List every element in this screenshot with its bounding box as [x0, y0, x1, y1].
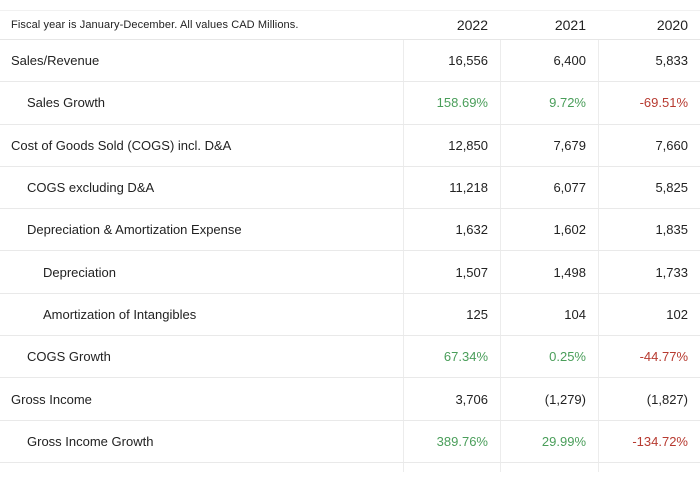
cell-2021: 1,498	[500, 251, 598, 293]
table-row[interactable]: Gross Income Growth 389.76% 29.99% -134.72%	[0, 420, 700, 463]
row-label: Depreciation	[43, 264, 116, 280]
cell-2020: 1,733	[598, 251, 700, 293]
column-header-2022: 2022	[456, 17, 488, 33]
row-label: Sales/Revenue	[11, 53, 100, 69]
column-header-2021: 2021	[554, 17, 586, 33]
cell	[403, 462, 500, 472]
cell-2022: 16,556	[403, 40, 500, 82]
cell	[500, 462, 598, 472]
cell-2020: 102	[598, 293, 700, 336]
cell-2022: 67.34%	[403, 336, 500, 378]
cell-2022: 1,507	[403, 251, 500, 293]
table-row[interactable]: COGS Growth 67.34% 0.25% -44.77%	[0, 336, 700, 379]
cell-2022: 3,706	[403, 378, 500, 420]
table-row[interactable]: Cost of Goods Sold (COGS) incl. D&A 12,85…	[0, 124, 700, 167]
table-row[interactable]: COGS excluding D&A 11,218 6,077 5,825	[0, 166, 700, 210]
cell-2021: 9.72%	[500, 82, 598, 124]
cell-2021: (1,279)	[500, 378, 598, 420]
cell-2020: -134.72%	[598, 420, 700, 462]
row-label: COGS Growth	[27, 349, 111, 365]
cell	[598, 462, 700, 472]
row-label: COGS excluding D&A	[27, 180, 155, 196]
table-header-row: Fiscal year is January-December. All val…	[0, 11, 700, 40]
row-label: Amortization of Intangibles	[43, 306, 197, 322]
table-row[interactable]: Gross Income 3,706 (1,279) (1,827)	[0, 378, 700, 421]
row-label: Sales Growth	[27, 95, 106, 111]
table-row[interactable]: Sales Growth 158.69% 9.72% -69.51%	[0, 82, 700, 125]
table-row[interactable]: Depreciation & Amortization Expense 1,632…	[0, 209, 700, 252]
table-body: Sales/Revenue 16,556 6,400 5,833 Sales Growt…	[0, 40, 700, 463]
cell-2020: 5,825	[598, 166, 700, 209]
cell-2021: 6,400	[500, 40, 598, 82]
financials-table: Fiscal year is January-December. All val…	[0, 10, 700, 472]
cell-2020: 7,660	[598, 124, 700, 166]
table-row[interactable]: Sales/Revenue 16,556 6,400 5,833	[0, 40, 700, 83]
table-row[interactable]: Depreciation 1,507 1,498 1,733	[0, 251, 700, 294]
cell-2022: 1,632	[403, 209, 500, 251]
table-row-partial	[0, 462, 700, 472]
column-header-2020: 2020	[656, 17, 688, 33]
table-row[interactable]: Amortization of Intangibles 125 104 102	[0, 293, 700, 337]
cell-2021: 104	[500, 293, 598, 336]
cell-2022: 12,850	[403, 124, 500, 166]
cell-2022: 389.76%	[403, 420, 500, 462]
fiscal-year-note: Fiscal year is January-December. All val…	[11, 19, 299, 31]
cell-2022: 158.69%	[403, 82, 500, 124]
cell-2020: (1,827)	[598, 378, 700, 420]
cell-2021: 7,679	[500, 124, 598, 166]
cell-2020: -44.77%	[598, 336, 700, 378]
cell-2020: 1,835	[598, 209, 700, 251]
cell-2021: 29.99%	[500, 420, 598, 462]
cell-2021: 1,602	[500, 209, 598, 251]
cell-2021: 6,077	[500, 166, 598, 209]
row-label	[0, 463, 403, 472]
row-label: Depreciation & Amortization Expense	[27, 222, 242, 238]
cell-2022: 125	[403, 293, 500, 336]
row-label: Gross Income Growth	[27, 433, 154, 449]
row-label: Gross Income	[11, 391, 92, 407]
cell-2020: -69.51%	[598, 82, 700, 124]
row-label: Cost of Goods Sold (COGS) incl. D&A	[11, 137, 232, 153]
cell-2020: 5,833	[598, 40, 700, 82]
cell-2021: 0.25%	[500, 336, 598, 378]
cell-2022: 11,218	[403, 166, 500, 209]
